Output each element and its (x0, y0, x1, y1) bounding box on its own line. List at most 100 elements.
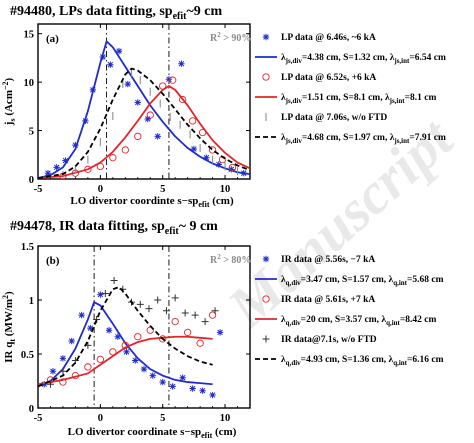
y-tick-label: 5 (29, 127, 34, 138)
y-axis-label-sub: t (8, 339, 17, 342)
chart-title-tail: ~9 cm (186, 4, 222, 19)
legend-entry-label: λjs,div=4.68 cm, S=1.97 cm, λjs,int=7.91… (281, 133, 446, 145)
y-axis-label-tail: (Acm (3, 90, 15, 118)
legend-lambda: λ (281, 53, 286, 63)
fit-line (38, 286, 213, 388)
data-point (171, 317, 179, 326)
plot-area (38, 277, 224, 399)
y-tick-label: 0 (29, 404, 34, 415)
x-tick-label: 0 (98, 184, 103, 195)
data-point (211, 307, 219, 315)
legend-sub: q,int (393, 359, 407, 367)
y-axis-label-main: IR q (3, 341, 15, 363)
legend-sub: q,div (286, 279, 301, 287)
data-point (199, 387, 206, 394)
x-axis-label: LO divertor coordinate s−spefit (cm) (68, 426, 237, 440)
data-point (53, 164, 60, 171)
legend-values: =4.38 cm, S=1.32 cm, λ (302, 53, 395, 63)
y-axis-label-main: j (3, 122, 15, 127)
y-axis-label: js (Acm−2) (1, 77, 17, 126)
r-squared-tail: > 80% (221, 255, 252, 266)
data-point (183, 328, 192, 337)
legend-entry-label: λq,div=20 cm, S=3.57 cm, λq,int=8.42 cm (281, 315, 437, 327)
data-point (190, 145, 198, 153)
r-squared-symbol: R (210, 33, 218, 44)
data-point (215, 161, 223, 168)
data-point (109, 154, 117, 162)
y-axis-label-sup: 2 (1, 295, 10, 299)
data-point (68, 337, 75, 345)
data-point (97, 291, 104, 298)
data-point (132, 357, 139, 364)
legend-marker-swatch (262, 73, 270, 81)
data-point (44, 169, 52, 177)
fit-line (38, 67, 250, 179)
legend-sub: js,div (285, 137, 303, 145)
plot-area (38, 40, 250, 179)
x-tick-label: 5 (160, 413, 165, 424)
x-axis-label-sub: efit (201, 431, 212, 440)
data-point (201, 318, 209, 326)
data-point (149, 372, 156, 379)
fit-line (38, 85, 250, 179)
legend-lambda: λ (281, 355, 286, 365)
fit-line (38, 40, 250, 179)
chart-panel-b: #94478, IR data fitting, spefit~ 9 cm-5 0… (1, 219, 444, 440)
data-point (169, 383, 176, 390)
data-point (208, 311, 217, 319)
x-tick-label: -5 (34, 184, 43, 195)
y-tick-label: 1.5 (21, 242, 34, 253)
data-point (179, 374, 186, 381)
fit-line (38, 301, 213, 388)
data-point (209, 391, 216, 399)
x-axis-label-sub: efit (198, 200, 209, 209)
legend-values-tail: =6.54 cm (409, 53, 446, 63)
data-point (165, 76, 173, 83)
data-point (107, 61, 114, 68)
data-point (178, 60, 185, 67)
legend-marker-swatch (262, 255, 270, 263)
y-tick-label: 15 (24, 30, 35, 41)
x-axis-label-tail: (cm) (212, 426, 236, 438)
data-point (189, 385, 196, 392)
data-point (105, 327, 113, 334)
data-point (46, 380, 54, 388)
data-point (162, 307, 170, 315)
r-squared-symbol: R (210, 255, 218, 266)
x-tick-label: 0 (98, 413, 103, 424)
data-point (181, 309, 189, 317)
x-tick-label: 5 (160, 184, 165, 195)
data-point (121, 146, 129, 154)
legend-entry-label: LP data @ 6.46s, ~6 kA (281, 33, 376, 43)
data-point (96, 355, 105, 364)
y-axis-label: IR qt (MW/m2) (1, 291, 17, 363)
legend-entry-label: λq,div=4.93 cm, S=1.36 cm, λq,int=6.16 c… (281, 355, 444, 367)
legend-values: =4.68 cm, S=1.97 cm, λ (302, 133, 395, 143)
y-axis-label-tail: (MW/m (3, 299, 15, 339)
legend-sub: js,int (393, 57, 410, 65)
legend-entry-label: LP data @ 6.52s, +6 kA (281, 73, 376, 83)
data-point (87, 324, 94, 332)
y-tick-label: 0 (29, 175, 34, 186)
x-axis-label-tail: (cm) (209, 195, 233, 207)
chart-title: #94478, IR data fitting, spefit~ 9 cm (10, 219, 218, 237)
chart-title: #94480, LPs data fitting, spefit~9 cm (10, 4, 222, 22)
legend-sub: q,div (286, 319, 301, 327)
r-squared-sup: 2 (217, 31, 221, 39)
data-point (134, 333, 142, 341)
legend-marker-swatch (262, 33, 270, 41)
legend-values-tail: =8.42 cm (400, 315, 437, 325)
data-point (154, 296, 162, 304)
legend-lambda: λ (281, 93, 286, 103)
y-tick-label: 10 (24, 78, 35, 89)
data-point (196, 339, 204, 347)
data-point (124, 80, 131, 88)
x-tick-label: 10 (220, 184, 231, 195)
r-squared-annotation: R2 > 80% (210, 253, 251, 266)
y-axis-label-sup: −2 (1, 81, 10, 90)
data-point (208, 146, 217, 154)
data-point (109, 348, 117, 356)
data-point (145, 305, 153, 313)
chart-title-sub: efit (173, 11, 188, 22)
